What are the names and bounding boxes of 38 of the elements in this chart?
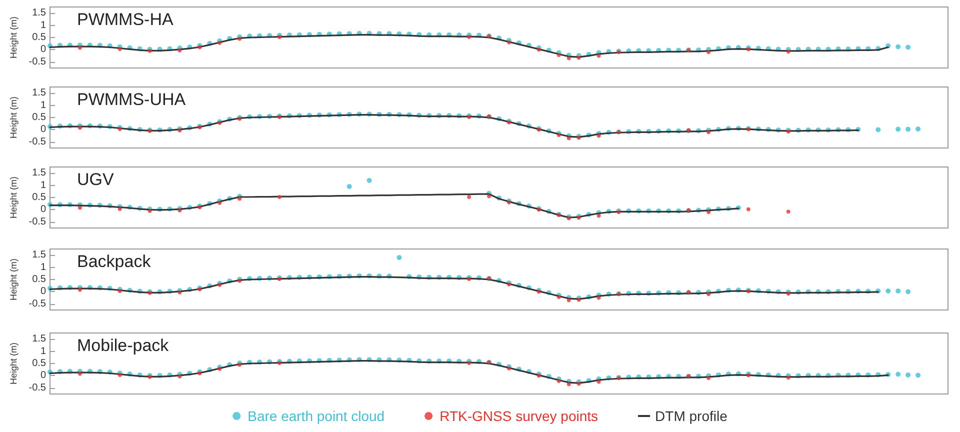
y-tick-label: 0 (40, 370, 46, 382)
y-tick-label: 0 (40, 124, 46, 136)
y-tick-label: 1 (40, 262, 46, 273)
y-tick-label: -0.5 (28, 136, 46, 148)
y-tick-label: 0.5 (32, 32, 46, 43)
y-tick-label: 1.5 (32, 334, 46, 345)
legend-label: DTM profile (655, 408, 728, 424)
y-tick-label: 0.5 (32, 112, 46, 123)
chart-title: UGV (77, 170, 114, 189)
y-tick-label: -0.5 (28, 56, 46, 68)
chart-title: Backpack (77, 252, 152, 271)
legend-label: Bare earth point cloud (248, 408, 385, 424)
y-tick-label: 0 (40, 286, 46, 298)
y-axis-title: Height (m) (8, 342, 18, 385)
y-axis-title: Height (m) (8, 176, 18, 219)
y-tick-label: 0.5 (32, 274, 46, 285)
y-axis-title: Height (m) (8, 96, 18, 139)
y-tick-label: 1 (40, 180, 46, 191)
y-tick-label: 0.5 (32, 192, 46, 203)
y-tick-label: -0.5 (28, 382, 46, 394)
y-tick-label: 0 (40, 204, 46, 216)
y-tick-label: 1.5 (32, 250, 46, 261)
y-axis-title: Height (m) (8, 258, 18, 301)
y-tick-label: 1 (40, 20, 46, 31)
legend-label: RTK-GNSS survey points (440, 408, 598, 424)
y-tick-label: -0.5 (28, 298, 46, 310)
y-tick-label: 0 (40, 44, 46, 56)
chart-title: PWMMS-HA (77, 10, 174, 29)
y-tick-label: -0.5 (28, 216, 46, 228)
y-axis-title: Height (m) (8, 16, 18, 59)
chart-title: Mobile-pack (77, 336, 170, 355)
chart-title: PWMMS-UHA (77, 90, 186, 109)
y-tick-label: 1.5 (32, 88, 46, 99)
y-tick-label: 0.5 (32, 358, 46, 369)
y-tick-label: 1.5 (32, 168, 46, 179)
y-tick-label: 1 (40, 346, 46, 357)
y-tick-label: 1 (40, 100, 46, 111)
y-tick-label: 1.5 (32, 8, 46, 19)
